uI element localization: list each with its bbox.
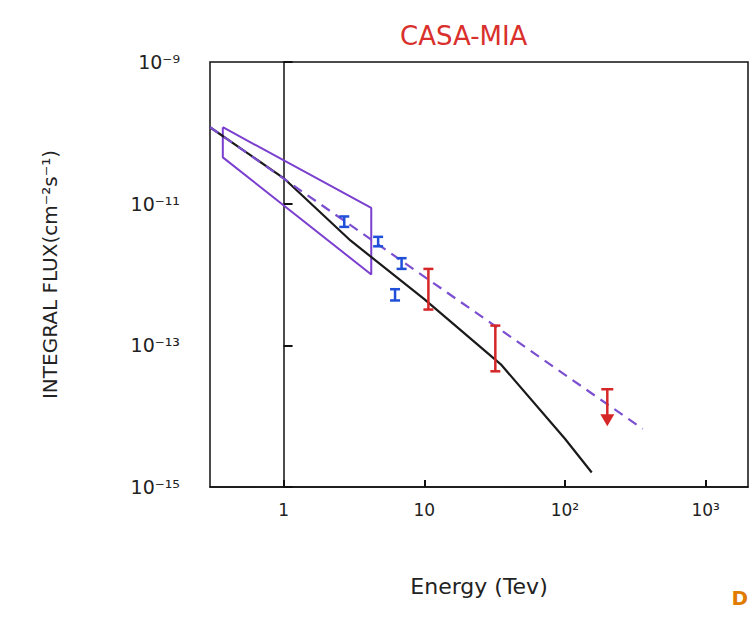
- svg-text:10⁻¹⁵: 10⁻¹⁵: [131, 476, 180, 498]
- svg-text:10⁻¹¹: 10⁻¹¹: [131, 193, 180, 215]
- svg-text:Energy (Tev): Energy (Tev): [410, 574, 547, 599]
- svg-text:10: 10: [413, 500, 435, 520]
- svg-text:10³: 10³: [691, 500, 719, 520]
- svg-text:10⁻⁹: 10⁻⁹: [138, 51, 180, 73]
- svg-text:D: D: [731, 586, 748, 610]
- svg-text:10²: 10²: [551, 500, 579, 520]
- svg-text:1: 1: [278, 500, 289, 520]
- svg-text:CASA-MIA: CASA-MIA: [400, 21, 528, 51]
- svg-text:10⁻¹³: 10⁻¹³: [131, 334, 180, 356]
- svg-text:INTEGRAL FLUX(cm⁻²s⁻¹): INTEGRAL FLUX(cm⁻²s⁻¹): [38, 150, 62, 399]
